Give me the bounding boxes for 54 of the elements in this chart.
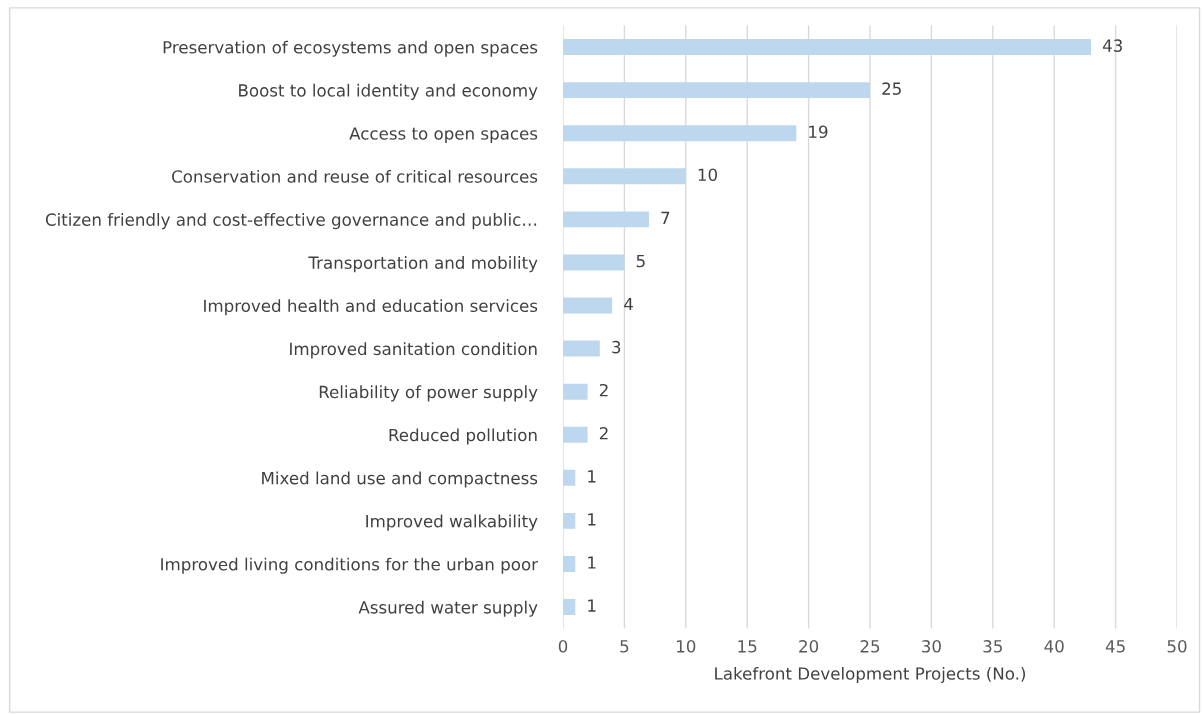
data-label: 43 — [1102, 39, 1123, 52]
data-label: 5 — [636, 254, 645, 268]
bar — [563, 340, 600, 357]
y-tick-label: Reliability of power supply — [319, 385, 538, 402]
x-tick-label: 25 — [860, 640, 880, 653]
data-label: 1 — [588, 556, 596, 569]
bar — [563, 297, 613, 314]
x-tick-label: 0 — [558, 640, 568, 653]
y-tick-label: Mixed land use and compactness — [262, 471, 538, 488]
data-label: 7 — [661, 211, 670, 224]
x-tick-label: 30 — [922, 640, 941, 653]
bar — [563, 556, 576, 572]
y-tick-label: Improved walkability — [366, 514, 538, 531]
data-label: 2 — [599, 383, 608, 397]
bar — [563, 125, 797, 142]
y-tick-label: Access to open spaces — [349, 127, 538, 143]
data-label: 4 — [624, 297, 633, 311]
bar — [563, 39, 1092, 56]
bar — [563, 512, 576, 529]
data-label: 19 — [809, 125, 828, 139]
y-tick-label: Improved living conditions for the urban poor — [161, 557, 538, 574]
x-tick-label: 15 — [738, 640, 757, 653]
data-label: 1 — [588, 599, 596, 612]
y-tick-label: Improved sanitation condition — [290, 342, 537, 359]
data-label: 10 — [698, 168, 718, 182]
bar — [563, 383, 588, 400]
x-tick-label: 35 — [983, 640, 1002, 653]
bar — [563, 426, 588, 443]
y-tick-label: Transportation and mobility — [308, 256, 538, 273]
bar — [563, 599, 576, 616]
y-tick-label: Assured water supply — [358, 600, 538, 617]
x-tick-label: 10 — [677, 640, 696, 653]
data-label: 1 — [588, 513, 596, 526]
x-tick-label: 20 — [799, 640, 819, 653]
y-tick-label: Improved health and education services — [204, 299, 538, 316]
bar — [563, 168, 686, 185]
data-label: 25 — [882, 82, 901, 95]
x-axis-title: Lakefront Development Projects (No.) — [715, 666, 1026, 684]
bar — [563, 469, 576, 486]
x-tick-label: 45 — [1105, 640, 1125, 653]
data-label: 1 — [588, 470, 596, 483]
y-tick-label: Reduced pollution — [389, 428, 537, 445]
y-tick-label: Citizen friendly and cost-effective governance and public… — [45, 213, 537, 230]
bar — [563, 211, 649, 228]
y-tick-label: Conservation and reuse of critical resources — [172, 169, 538, 183]
x-tick-label: 5 — [620, 640, 629, 653]
data-label: 2 — [599, 426, 608, 440]
bar — [563, 254, 625, 271]
bar — [563, 82, 870, 99]
y-tick-label: Boost to local identity and economy — [239, 83, 538, 100]
x-tick-label: 40 — [1044, 640, 1064, 653]
x-tick-label: 50 — [1167, 640, 1187, 653]
data-label: 3 — [612, 340, 621, 354]
y-tick-label: Preservation of ecosystems and open spaces — [163, 40, 538, 57]
